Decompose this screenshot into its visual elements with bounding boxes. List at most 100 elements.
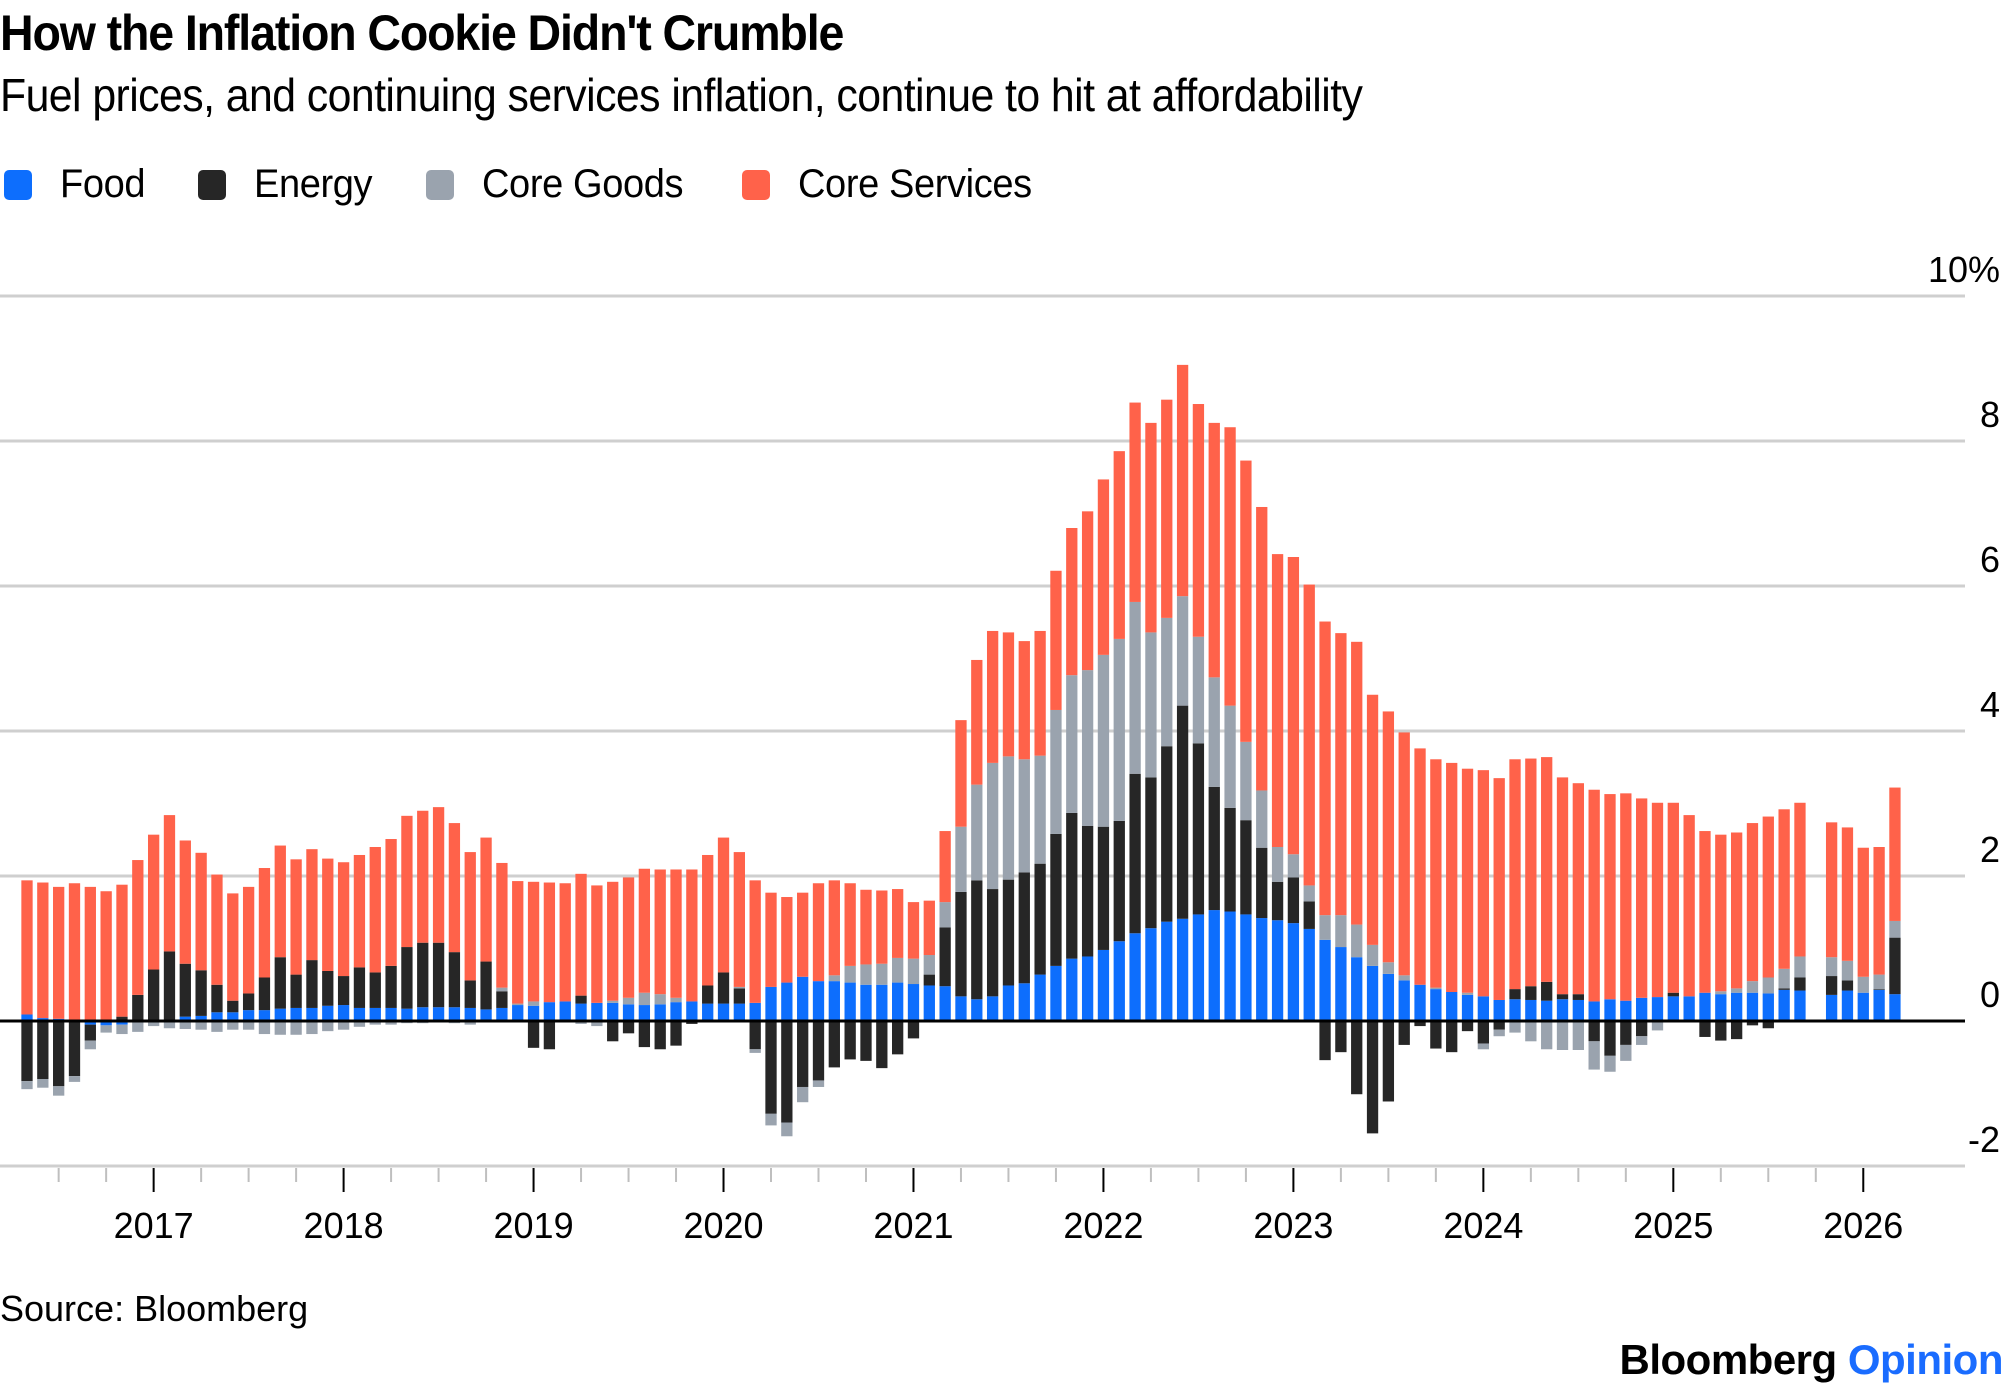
bar-segment-core-goods bbox=[1493, 1029, 1505, 1037]
bar-segment-core-goods bbox=[1192, 636, 1205, 744]
bar-2022-01 bbox=[1097, 479, 1110, 1021]
bar-segment-energy bbox=[1018, 872, 1030, 984]
bar-segment-core-services bbox=[1762, 816, 1774, 978]
bar-segment-food bbox=[1509, 999, 1521, 1021]
bar-segment-core-goods bbox=[765, 1113, 777, 1126]
bar-2022-05 bbox=[1161, 399, 1173, 1021]
bar-segment-energy bbox=[448, 952, 461, 1008]
y-axis-labels: -2 0 2 4 6 8 10% bbox=[1928, 249, 2000, 1160]
bar-segment-energy bbox=[1699, 1021, 1711, 1037]
bar-segment-food bbox=[1889, 994, 1901, 1021]
bar-2023-04 bbox=[1335, 633, 1347, 1053]
bar-segment-energy bbox=[1240, 820, 1252, 915]
bar-segment-food bbox=[1493, 999, 1505, 1021]
bar-segment-energy bbox=[1715, 1021, 1727, 1041]
bar-segment-core-services bbox=[1730, 832, 1743, 989]
bar-segment-core-services bbox=[496, 862, 508, 988]
bar-segment-core-services bbox=[1018, 641, 1030, 760]
bar-segment-energy bbox=[179, 963, 191, 1017]
bar-segment-energy bbox=[322, 970, 334, 1006]
bar-segment-core-goods bbox=[258, 1021, 271, 1035]
bar-segment-food bbox=[1667, 996, 1679, 1021]
bar-segment-food bbox=[527, 1005, 540, 1021]
bar-segment-core-services bbox=[1604, 794, 1616, 1000]
bar-segment-energy bbox=[1509, 989, 1521, 1000]
bar-segment-energy bbox=[1366, 1021, 1379, 1134]
bar-2018-09 bbox=[464, 852, 476, 1025]
bar-segment-core-goods bbox=[84, 1040, 96, 1050]
bar-segment-food bbox=[1446, 992, 1458, 1021]
bar-segment-food bbox=[1050, 965, 1062, 1021]
bar-segment-food bbox=[116, 1021, 128, 1025]
bar-segment-core-goods bbox=[1509, 1021, 1521, 1033]
bar-segment-core-services bbox=[781, 897, 793, 983]
bar-segment-core-goods bbox=[797, 1086, 809, 1103]
bar-2020-04 bbox=[765, 892, 777, 1126]
bar-segment-core-services bbox=[527, 881, 540, 1002]
bar-segment-core-goods bbox=[1730, 988, 1743, 993]
bar-2016-05 bbox=[21, 880, 33, 1090]
bar-segment-energy bbox=[955, 891, 967, 997]
bar-2024-07 bbox=[1572, 783, 1584, 1050]
bar-2018-07 bbox=[432, 807, 445, 1021]
bar-segment-core-goods bbox=[638, 992, 651, 1006]
bar-segment-energy bbox=[1271, 881, 1284, 921]
bar-2022-11 bbox=[1256, 506, 1268, 1021]
bar-segment-food bbox=[1066, 958, 1078, 1021]
bar-segment-core-goods bbox=[1715, 991, 1727, 995]
x-tick-label: 2018 bbox=[304, 1205, 384, 1246]
x-tick-label: 2021 bbox=[873, 1205, 953, 1246]
bar-segment-energy bbox=[1556, 994, 1569, 1000]
bar-segment-core-goods bbox=[1588, 1041, 1600, 1070]
bar-segment-energy bbox=[1588, 1021, 1600, 1042]
bar-segment-energy bbox=[1746, 1021, 1759, 1026]
bar-segment-core-services bbox=[1825, 822, 1838, 958]
bar-segment-energy bbox=[797, 1021, 809, 1087]
bar-2019-06 bbox=[607, 881, 619, 1042]
bar-segment-core-services bbox=[480, 837, 492, 962]
bar-segment-core-services bbox=[1351, 641, 1363, 925]
bar-2016-08 bbox=[68, 883, 81, 1082]
bar-segment-energy bbox=[1335, 1021, 1347, 1053]
bar-segment-energy bbox=[417, 942, 429, 1008]
bar-segment-core-goods bbox=[1746, 981, 1759, 993]
bar-segment-core-goods bbox=[496, 987, 508, 992]
bar-segment-core-goods bbox=[290, 1021, 302, 1035]
bar-segment-core-services bbox=[1129, 402, 1141, 602]
x-tick-label: 2017 bbox=[114, 1205, 194, 1246]
bar-segment-core-services bbox=[955, 720, 967, 827]
chart-legend: Food Energy Core Goods Core Services bbox=[0, 162, 1088, 207]
bar-segment-energy bbox=[1620, 1021, 1632, 1045]
bar-segment-energy bbox=[1224, 807, 1236, 912]
bar-segment-food bbox=[797, 976, 809, 1021]
bar-2016-06 bbox=[37, 882, 49, 1088]
bar-segment-core-goods bbox=[1050, 709, 1062, 834]
bar-segment-core-goods bbox=[1636, 1036, 1648, 1045]
bar-segment-core-goods bbox=[1129, 601, 1141, 774]
bar-segment-core-services bbox=[290, 859, 302, 975]
x-tick-label: 2020 bbox=[683, 1205, 763, 1246]
bar-2019-10 bbox=[670, 869, 682, 1046]
bar-segment-energy bbox=[1636, 1021, 1648, 1037]
bar-2024-10 bbox=[1620, 793, 1632, 1061]
bar-segment-core-goods bbox=[907, 958, 920, 985]
bar-segment-food bbox=[654, 1004, 666, 1021]
bar-segment-energy bbox=[527, 1021, 540, 1048]
legend-item-core-services: Core Services bbox=[738, 162, 1044, 207]
bar-segment-core-services bbox=[638, 868, 651, 993]
bar-2019-02 bbox=[543, 882, 556, 1050]
bar-2022-10 bbox=[1240, 460, 1252, 1021]
bar-2019-09 bbox=[654, 869, 666, 1050]
legend-swatch-energy bbox=[197, 169, 226, 200]
bar-segment-core-services bbox=[147, 834, 160, 970]
bar-segment-core-goods bbox=[163, 1021, 176, 1029]
bar-segment-energy bbox=[1825, 976, 1838, 995]
bar-segment-energy bbox=[1461, 1021, 1474, 1032]
bar-segment-core-goods bbox=[1319, 915, 1331, 940]
bar-2023-08 bbox=[1398, 732, 1410, 1045]
bar-segment-core-goods bbox=[21, 1081, 33, 1090]
bar-segment-core-goods bbox=[1066, 675, 1078, 813]
bar-segment-energy bbox=[939, 927, 951, 987]
bar-segment-energy bbox=[986, 889, 999, 997]
bar-segment-food bbox=[1303, 928, 1315, 1021]
